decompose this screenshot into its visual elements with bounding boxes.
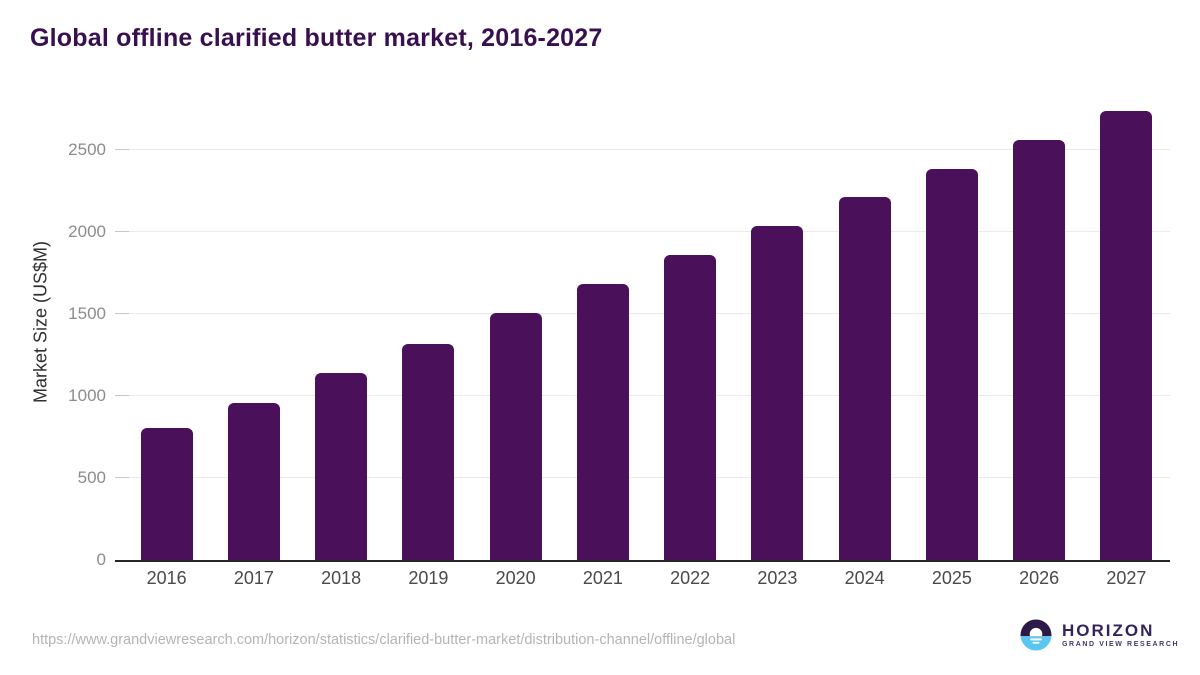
gridline-1500 (115, 313, 1170, 314)
brand-subtitle: GRAND VIEW RESEARCH (1062, 641, 1180, 648)
bar-2017 (227, 403, 280, 560)
x-tick-label-2026: 2026 (1019, 568, 1060, 588)
bar-2024 (838, 196, 891, 560)
x-tick-label-2024: 2024 (844, 568, 885, 588)
x-axis-tick-labels: 2016 2017 2018 2019 2020 2021 2022 2023 2024 2025… (115, 568, 1170, 589)
bar-slot-2017 (210, 100, 297, 560)
x-tick-label-2023: 2023 (757, 568, 798, 588)
brand-logo-text: HORIZON GRAND VIEW RESEARCH (1062, 621, 1179, 649)
x-tick-label-2019: 2019 (408, 568, 449, 588)
bar-slot-2027 (1083, 100, 1170, 560)
brand-name: HORIZON (1062, 621, 1155, 640)
bar-2018 (315, 373, 368, 560)
x-tick-label-2017: 2017 (233, 568, 274, 588)
gridline-2500 (115, 149, 1170, 150)
x-tick-label-2025: 2025 (931, 568, 972, 588)
bar-2019 (402, 343, 455, 560)
y-tick-label-0: 0 (96, 550, 106, 569)
brand-logo: HORIZON GRAND VIEW RESEARCH (1020, 619, 1179, 651)
x-tick-label-2020: 2020 (495, 568, 536, 588)
bar-slot-2024 (821, 100, 908, 560)
y-tick-label-500: 500 (77, 468, 106, 487)
horizon-sun-circle-icon (1020, 619, 1052, 651)
bar-2025 (925, 168, 978, 560)
gridline-1000 (115, 395, 1170, 396)
bar-2023 (751, 226, 804, 560)
x-tick-label-2021: 2021 (582, 568, 623, 588)
bar-slot-2020 (472, 100, 559, 560)
bar-slot-2018 (298, 100, 385, 560)
plot-area (115, 100, 1170, 562)
bar-slot-2023 (734, 100, 821, 560)
x-tick-label-2016: 2016 (146, 568, 187, 588)
x-tick-label-2027: 2027 (1106, 568, 1147, 588)
bars-layer (115, 100, 1170, 560)
x-tick-label-2018: 2018 (321, 568, 362, 588)
bar-2016 (140, 427, 193, 560)
bar-2021 (576, 283, 629, 560)
bar-slot-2025 (908, 100, 995, 560)
bar-2022 (664, 254, 717, 560)
bar-slot-2022 (647, 100, 734, 560)
bar-2026 (1013, 140, 1066, 560)
y-tick-label-2500: 2500 (68, 140, 106, 159)
source-url: https://www.grandviewresearch.com/horizo… (32, 632, 736, 648)
bar-slot-2016 (123, 100, 210, 560)
y-tick-label-2000: 2000 (68, 222, 106, 241)
x-tick-label-2022: 2022 (670, 568, 711, 588)
bar-slot-2019 (385, 100, 472, 560)
gridline-500 (115, 477, 1170, 478)
bar-2027 (1100, 111, 1153, 560)
bar-slot-2021 (559, 100, 646, 560)
gridline-2000 (115, 231, 1170, 232)
y-tick-label-1000: 1000 (68, 386, 106, 405)
bar-slot-2026 (996, 100, 1083, 560)
bar-2020 (489, 313, 542, 560)
chart-title: Global offline clarified butter market, … (30, 24, 603, 52)
y-tick-label-1500: 1500 (68, 304, 106, 323)
